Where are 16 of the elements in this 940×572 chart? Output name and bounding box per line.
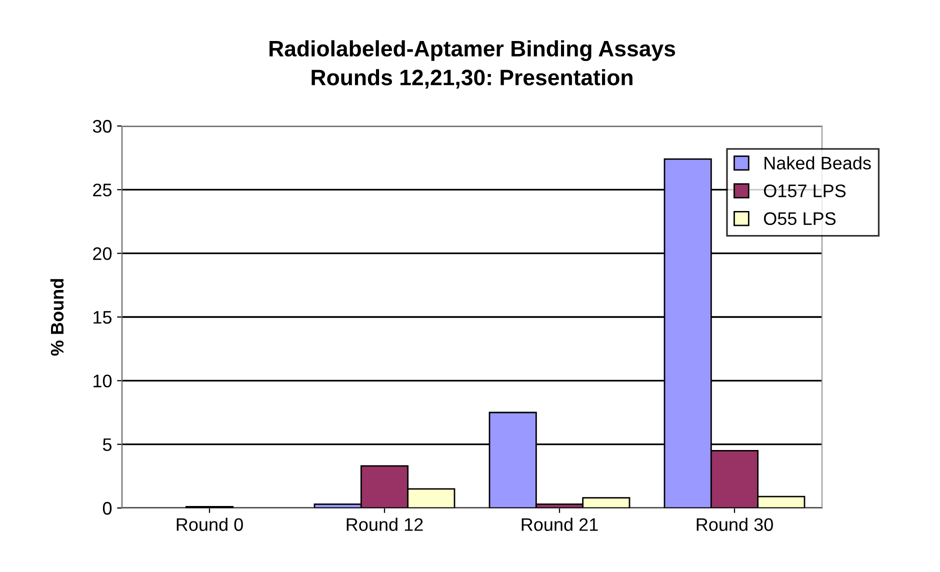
chart-title: Radiolabeled-Aptamer Binding Assays Rounds 12,21,30: Presentation [270, 40, 676, 89]
y-tick-label: 15 [94, 311, 112, 324]
y-tick-label: 5 [102, 438, 112, 452]
x-tick-label: Round 21 [522, 518, 598, 531]
y-axis-title: % Bound [50, 279, 64, 356]
y-tick-label: 10 [94, 374, 112, 388]
x-tick-label: Round 0 [176, 518, 243, 531]
x-tick-label: Round 12 [346, 518, 423, 531]
legend-label: O55 LPS [764, 212, 836, 226]
y-tick-label: 25 [93, 184, 112, 196]
y-tick-label: 0 [102, 502, 112, 515]
legend-label: Naked Beads [764, 156, 871, 170]
legend-label: O157 LPS [764, 184, 846, 198]
x-tick-label: Round 30 [696, 518, 773, 531]
y-tick-label: 30 [92, 120, 112, 133]
y-tick-label: 20 [93, 247, 112, 260]
